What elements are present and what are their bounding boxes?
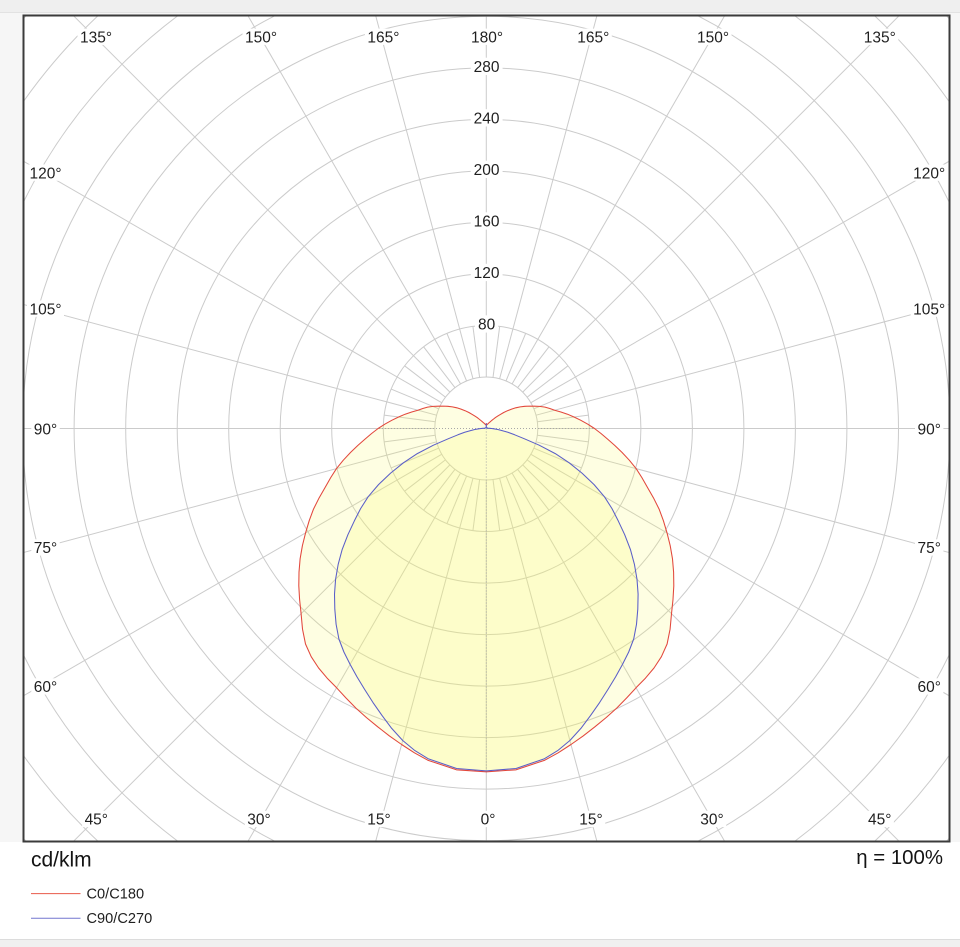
svg-text:cd/klm: cd/klm	[31, 849, 92, 872]
svg-text:C0/C180: C0/C180	[87, 887, 145, 903]
svg-text:75°: 75°	[34, 540, 57, 557]
svg-text:45°: 45°	[868, 812, 891, 829]
svg-text:180°: 180°	[471, 30, 503, 47]
svg-text:135°: 135°	[864, 30, 896, 47]
svg-text:80: 80	[478, 317, 496, 334]
svg-text:135°: 135°	[80, 30, 112, 47]
svg-text:45°: 45°	[85, 812, 108, 829]
svg-text:150°: 150°	[697, 30, 729, 47]
svg-text:90°: 90°	[34, 422, 57, 439]
svg-text:165°: 165°	[577, 30, 609, 47]
svg-text:0°: 0°	[481, 812, 496, 829]
svg-text:60°: 60°	[917, 679, 940, 696]
svg-text:15°: 15°	[579, 812, 602, 829]
svg-text:120: 120	[474, 265, 500, 282]
svg-text:15°: 15°	[367, 812, 390, 829]
svg-text:105°: 105°	[913, 301, 945, 318]
svg-text:30°: 30°	[247, 812, 270, 829]
svg-text:90°: 90°	[917, 422, 940, 439]
svg-text:200: 200	[474, 162, 500, 179]
svg-text:240: 240	[474, 111, 500, 128]
svg-text:75°: 75°	[917, 540, 940, 557]
svg-text:150°: 150°	[245, 30, 277, 47]
svg-text:280: 280	[474, 59, 500, 76]
svg-text:η = 100%: η = 100%	[856, 847, 943, 869]
svg-text:C90/C270: C90/C270	[87, 911, 153, 927]
svg-text:30°: 30°	[700, 812, 723, 829]
svg-text:160: 160	[474, 214, 500, 231]
svg-text:60°: 60°	[34, 679, 57, 696]
svg-text:120°: 120°	[29, 165, 61, 182]
svg-text:165°: 165°	[367, 30, 399, 47]
svg-text:105°: 105°	[29, 301, 61, 318]
svg-text:120°: 120°	[913, 165, 945, 182]
